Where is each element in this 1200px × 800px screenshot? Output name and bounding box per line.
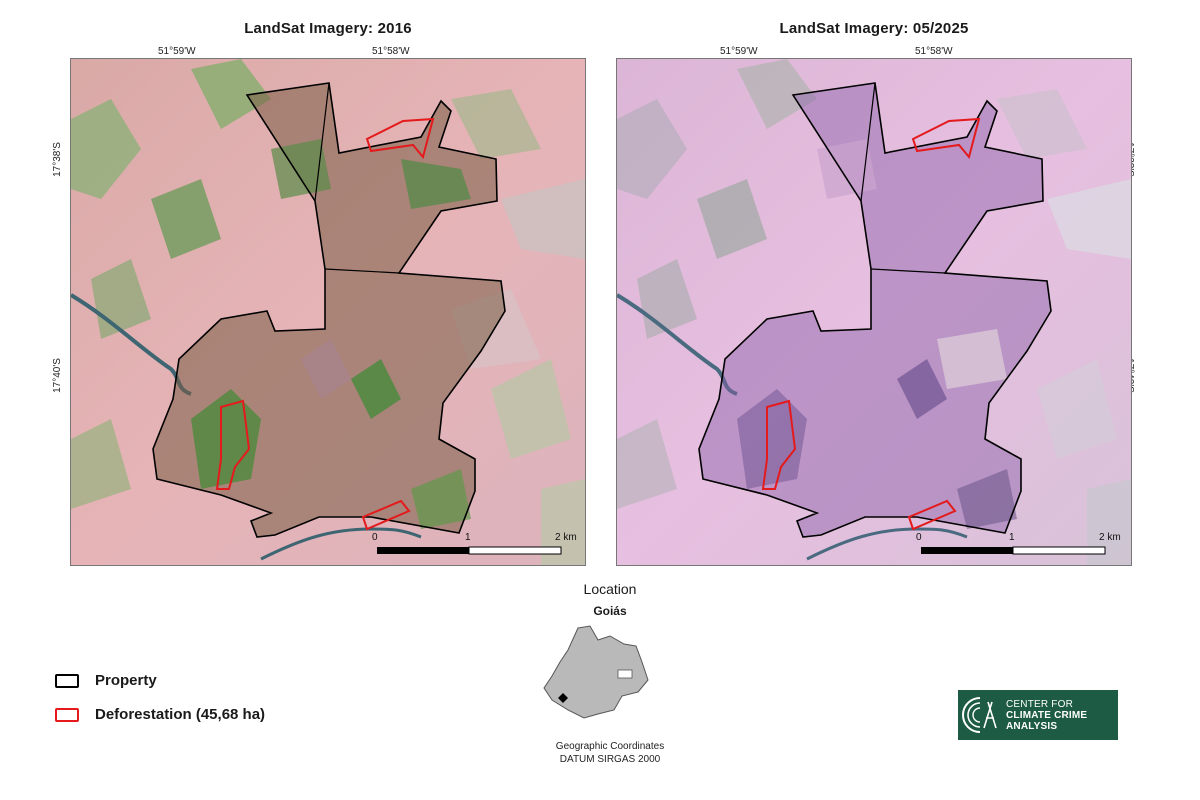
left-lon-label-2: 51°58'W bbox=[372, 46, 410, 57]
property-swatch bbox=[55, 673, 79, 688]
left-panel-title: LandSat Imagery: 2016 bbox=[244, 20, 412, 37]
right-scale-0: 0 bbox=[916, 532, 922, 543]
right-scale-2km: 2 km bbox=[1099, 532, 1121, 543]
cca-logo: CENTER FOR CLIMATE CRIME ANALYSIS bbox=[958, 690, 1118, 740]
logo-line-3: ANALYSIS bbox=[1006, 720, 1058, 732]
legend-deforestation: Deforestation (45,68 ha) bbox=[55, 706, 265, 723]
deforestation-swatch bbox=[55, 707, 79, 722]
right-lon-label-1: 51°59'W bbox=[720, 46, 758, 57]
cca-logo-text: CENTER FOR CLIMATE CRIME ANALYSIS bbox=[1006, 699, 1087, 732]
logo-line-1: CENTER FOR bbox=[1006, 698, 1073, 710]
left-lat-label-1: 17°38'S bbox=[51, 142, 63, 177]
legend-property: Property bbox=[55, 672, 157, 689]
left-scale-2km: 2 km bbox=[555, 532, 577, 543]
logo-line-2: CLIMATE CRIME bbox=[1006, 709, 1088, 721]
cca-logo-mark bbox=[962, 696, 1000, 734]
federal-district bbox=[617, 669, 633, 679]
goias-state-map bbox=[543, 625, 649, 719]
legend-deforestation-label: Deforestation (45,68 ha) bbox=[95, 706, 266, 723]
left-scale-1: 1 bbox=[465, 532, 471, 543]
legend-property-label: Property bbox=[95, 672, 157, 689]
property-location-marker bbox=[558, 693, 568, 703]
right-scale-1: 1 bbox=[1009, 532, 1015, 543]
left-scale-0: 0 bbox=[372, 532, 378, 543]
left-lat-label-2: 17°40'S bbox=[51, 358, 63, 393]
right-lon-label-2: 51°58'W bbox=[915, 46, 953, 57]
left-lon-label-1: 51°59'W bbox=[158, 46, 196, 57]
coords-line-1: Geographic Coordinates bbox=[555, 741, 665, 752]
right-satellite-map bbox=[616, 58, 1132, 566]
right-panel-title: LandSat Imagery: 05/2025 bbox=[779, 20, 969, 37]
location-state-name: Goiás bbox=[593, 604, 627, 618]
location-title: Location bbox=[583, 581, 637, 597]
coords-line-2: DATUM SIRGAS 2000 bbox=[559, 754, 661, 765]
coords-note: Geographic Coordinates DATUM SIRGAS 2000 bbox=[520, 740, 700, 766]
left-satellite-map bbox=[70, 58, 586, 566]
